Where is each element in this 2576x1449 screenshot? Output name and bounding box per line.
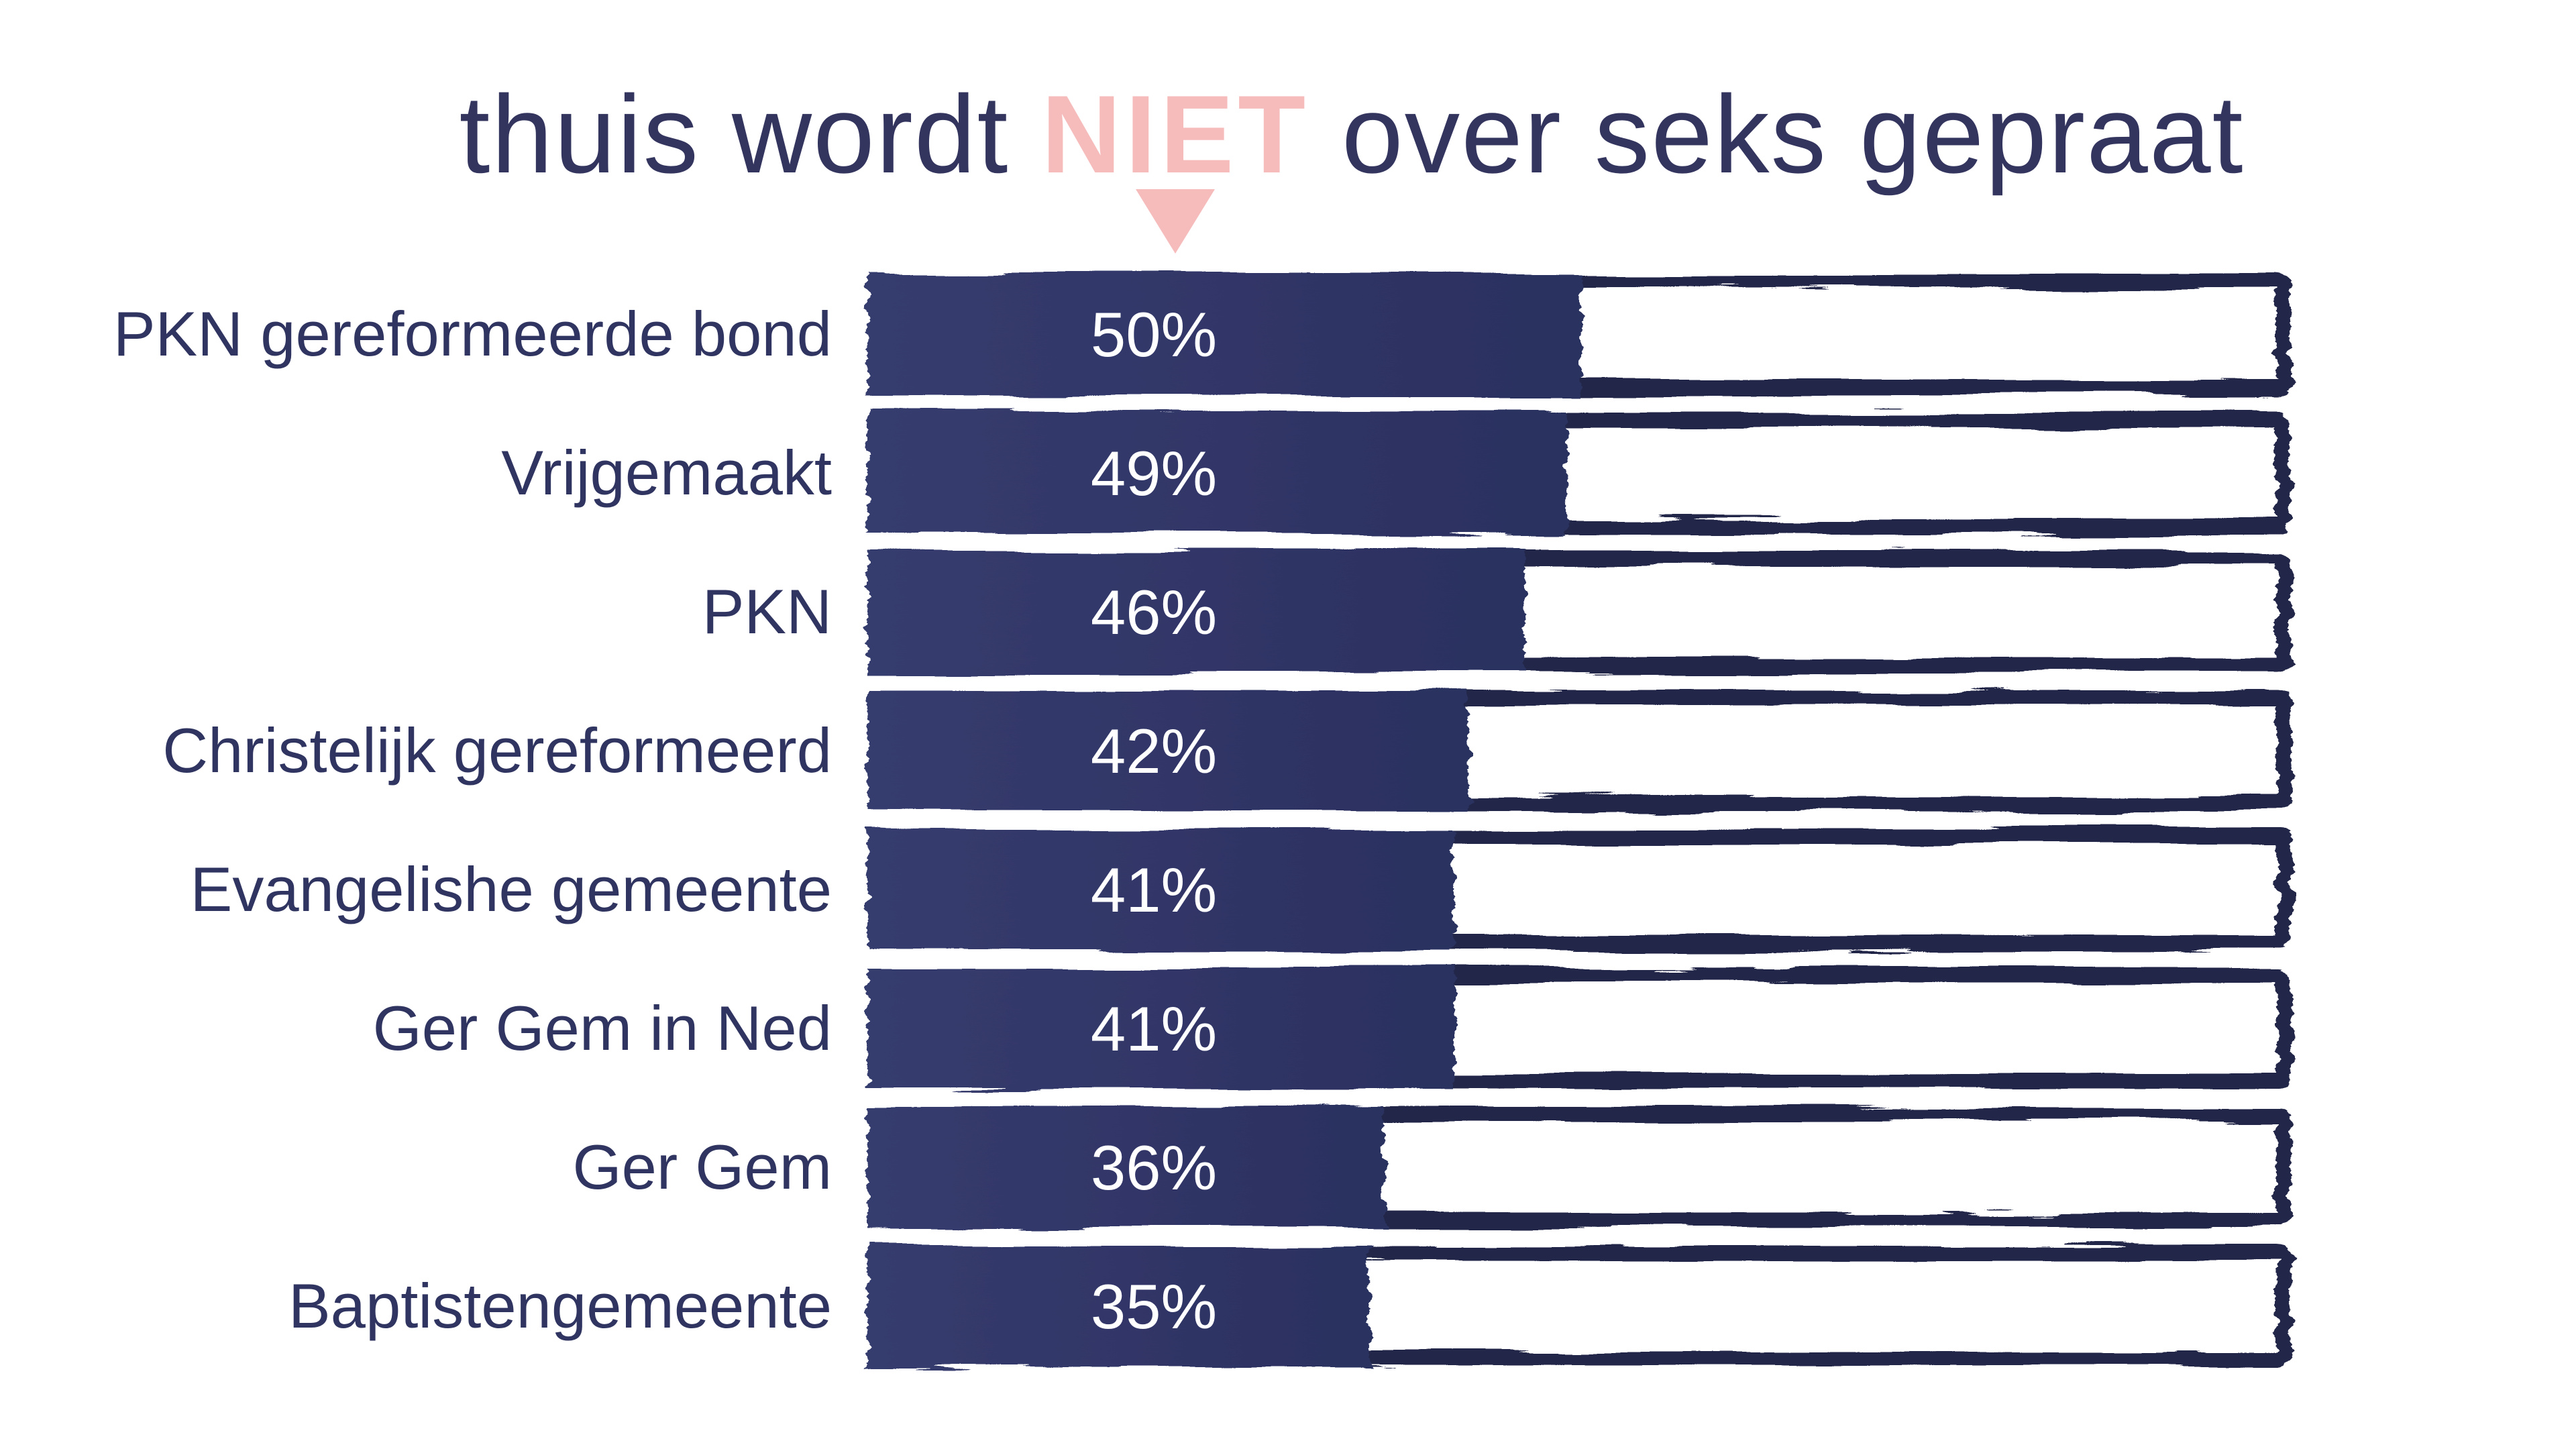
bar: 50% [867, 272, 2291, 395]
bar-label: PKN [702, 576, 832, 647]
title-highlight-wrap: NIET [1041, 67, 1310, 254]
svg-text:42%: 42% [1091, 715, 1217, 786]
bar-label: PKN gereformeerde bond [113, 298, 832, 369]
bar-label: Evangelishe gemeente [190, 853, 832, 924]
bar: 41% [867, 828, 2291, 951]
chart-row: Evangelishe gemeente 41% [0, 820, 2348, 959]
chart-row: Ger Gem 36% [0, 1097, 2348, 1236]
bar: 49% [867, 411, 2291, 534]
svg-text:36%: 36% [1091, 1132, 1217, 1202]
bar: 35% [867, 1244, 2291, 1367]
chart-row: PKN 46% [0, 542, 2348, 681]
chart-row: Baptistengemeente 35% [0, 1236, 2348, 1375]
svg-text:41%: 41% [1091, 993, 1217, 1063]
title-text-post: over seks gepraat [1309, 72, 2245, 196]
bar-label: Ger Gem in Ned [372, 992, 832, 1063]
bar-chart: PKN gereformeerde bond 50% Vrijgemaakt 4… [0, 264, 2348, 1375]
svg-text:46%: 46% [1091, 576, 1217, 647]
bar: 46% [867, 550, 2291, 673]
bar-label: Vrijgemaakt [501, 437, 832, 508]
svg-text:41%: 41% [1091, 854, 1217, 924]
title-text-pre: thuis wordt [459, 72, 1042, 196]
chart-row: Ger Gem in Ned 41% [0, 959, 2348, 1097]
bar: 42% [867, 689, 2291, 812]
niet-arrow-icon [1136, 189, 1216, 254]
bar-label: Ger Gem [572, 1131, 832, 1202]
chart-row: PKN gereformeerde bond 50% [0, 264, 2348, 403]
chart-row: Vrijgemaakt 49% [0, 403, 2348, 542]
bar-label: Christelijk gereformeerd [162, 714, 832, 786]
svg-text:50%: 50% [1091, 299, 1217, 369]
page-title: thuis wordt NIET over seks gepraat [127, 67, 2576, 254]
chart-row: Christelijk gereformeerd 42% [0, 681, 2348, 820]
svg-text:35%: 35% [1091, 1271, 1217, 1341]
title-highlight: NIET [1041, 72, 1310, 196]
svg-text:49%: 49% [1091, 437, 1217, 508]
bar: 36% [867, 1106, 2291, 1228]
bar: 41% [867, 967, 2291, 1089]
bar-label: Baptistengemeente [288, 1270, 832, 1341]
